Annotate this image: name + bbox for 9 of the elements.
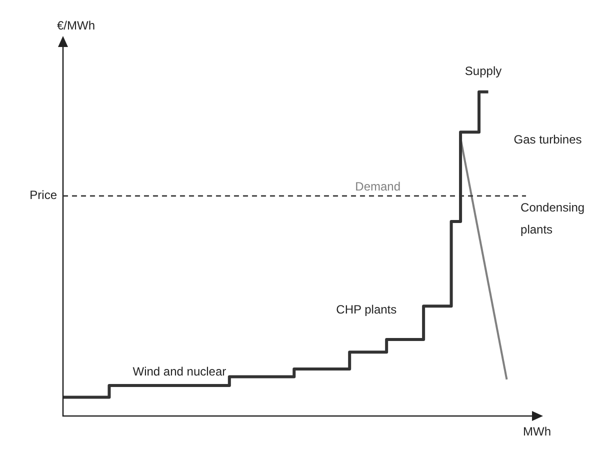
annotation: Condensing plants xyxy=(520,200,585,236)
annotation: Wind and nuclear xyxy=(132,364,226,378)
y-axis-title: €/MWh xyxy=(57,18,96,32)
series-label: Supply xyxy=(464,64,502,78)
annotation: CHP plants xyxy=(336,302,397,316)
text: Demand xyxy=(355,180,401,194)
annotation: Gas turbines xyxy=(514,132,582,146)
ref-line-label: Price xyxy=(30,188,58,202)
x-axis-title: MWh xyxy=(523,424,551,438)
